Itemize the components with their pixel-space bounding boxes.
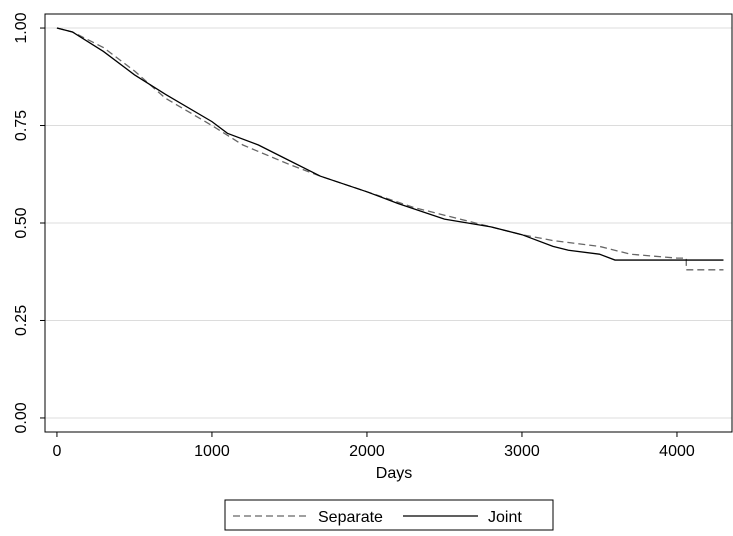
series-line [56, 27, 724, 261]
y-tick-label: 1.00 [13, 12, 30, 43]
plot-frame [44, 13, 733, 433]
legend-label: Separate [318, 509, 383, 526]
x-tick-label: 1000 [194, 443, 230, 460]
legend-box [224, 499, 554, 531]
y-tick-label: 0.75 [13, 110, 30, 141]
y-tick-label: 0.25 [13, 305, 30, 336]
x-tick-label: 4000 [659, 443, 695, 460]
legend-label: Joint [488, 509, 522, 526]
x-tick-label: 0 [52, 443, 61, 460]
x-tick-label: 3000 [504, 443, 540, 460]
y-tick-label: 0.00 [13, 402, 30, 433]
x-tick-label: 2000 [349, 443, 385, 460]
y-tick-label: 0.50 [13, 207, 30, 238]
x-axis-label: Days [376, 465, 412, 482]
series-line [56, 27, 724, 271]
